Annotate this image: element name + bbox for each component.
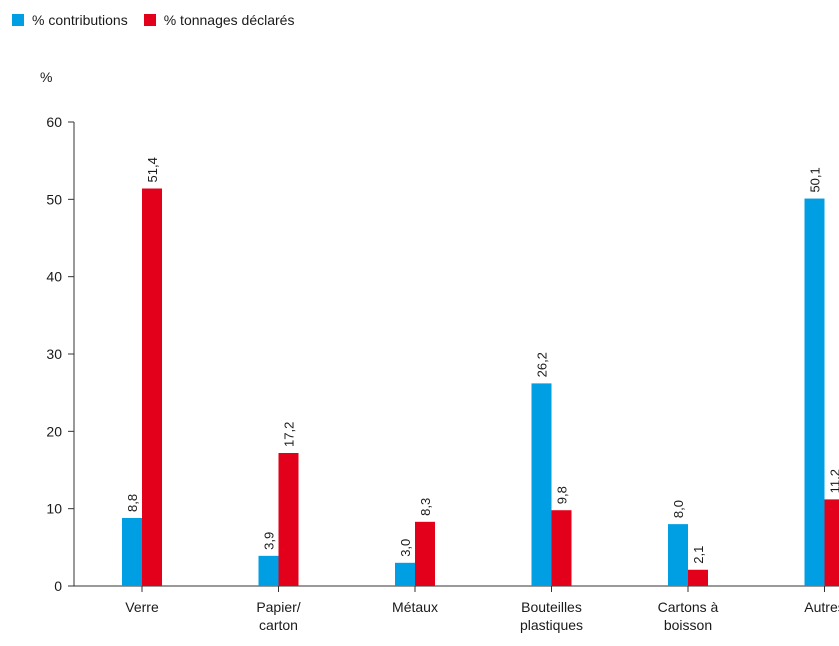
data-label: 8,3 [418, 498, 433, 516]
bar-contributions [804, 198, 825, 586]
data-label: 8,0 [671, 500, 686, 518]
bar-tonnages [688, 569, 708, 586]
bar-tonnages [551, 510, 572, 586]
bar-tonnages [824, 499, 839, 586]
x-tick-label: Verre [125, 599, 159, 615]
x-tick-label-line: plastiques [520, 617, 583, 633]
x-tick-label: Autres [804, 599, 839, 615]
y-tick-label: 40 [46, 269, 62, 285]
legend-swatch-tonnages [143, 14, 156, 26]
x-tick-label: Bouteilles plastiques [520, 599, 583, 633]
bar-tonnages [142, 188, 162, 587]
bar-contributions [395, 562, 415, 586]
legend: % contributions % tonnages déclarés [12, 12, 310, 28]
y-tick-label: 0 [54, 578, 62, 594]
bar-contributions [258, 555, 279, 586]
data-label: 9,8 [555, 486, 570, 504]
x-tick-label-line: Autres [804, 599, 839, 615]
x-tick-label: Métaux [392, 599, 438, 615]
bar-contributions [668, 524, 688, 586]
data-label: 17,2 [282, 422, 297, 447]
x-tick-label-line: Papier/ [256, 599, 300, 615]
legend-label-contributions: % contributions [32, 12, 128, 28]
bars: 8,8 51,4 3,9 17,2 3,0 8,3 26,2 9,8 8,0 2,1 50,1 11,… [122, 157, 839, 587]
legend-swatch-contributions [12, 14, 24, 26]
y-tick-label: 20 [46, 423, 62, 439]
bar-contributions [122, 517, 142, 586]
x-tick-label-line: Verre [125, 599, 159, 615]
y-tick-label: 30 [46, 346, 62, 362]
bar-contributions [531, 383, 552, 586]
data-label: 11,2 [828, 469, 839, 493]
data-label: 51,4 [145, 157, 160, 182]
data-label: 50,1 [808, 167, 823, 192]
y-tick-label: 60 [46, 114, 62, 130]
x-tick-label: Papier/carton [256, 599, 300, 633]
y-tick-label: 10 [46, 501, 62, 517]
data-label: 8,8 [125, 494, 140, 512]
bar-tonnages [278, 452, 299, 586]
bar-tonnages [415, 521, 435, 586]
x-tick-label: Cartons à boisson [658, 599, 719, 633]
legend-item-contributions: % contributions [12, 12, 128, 28]
data-label: 26,2 [535, 352, 550, 377]
legend-item-tonnages: % tonnages déclarés [143, 12, 295, 28]
y-tick-label: 50 [46, 191, 62, 207]
legend-label-tonnages: % tonnages déclarés [163, 12, 295, 28]
data-label: 3,9 [262, 532, 277, 550]
axes: 0 10 20 30 40 50 60 [46, 114, 839, 594]
category-labels: Verre Papier/carton Métaux Bouteilles plasti… [125, 599, 839, 633]
x-tick-label-line: Métaux [392, 599, 438, 615]
data-label: 3,0 [398, 539, 413, 557]
y-axis-label: % [40, 69, 52, 85]
x-tick-label-line: carton [259, 617, 298, 633]
data-label: 2,1 [691, 546, 706, 564]
x-tick-label-line: boisson [664, 617, 712, 633]
x-tick-label-line: Cartons à [658, 599, 719, 615]
x-tick-label-line: Bouteilles [521, 599, 582, 615]
